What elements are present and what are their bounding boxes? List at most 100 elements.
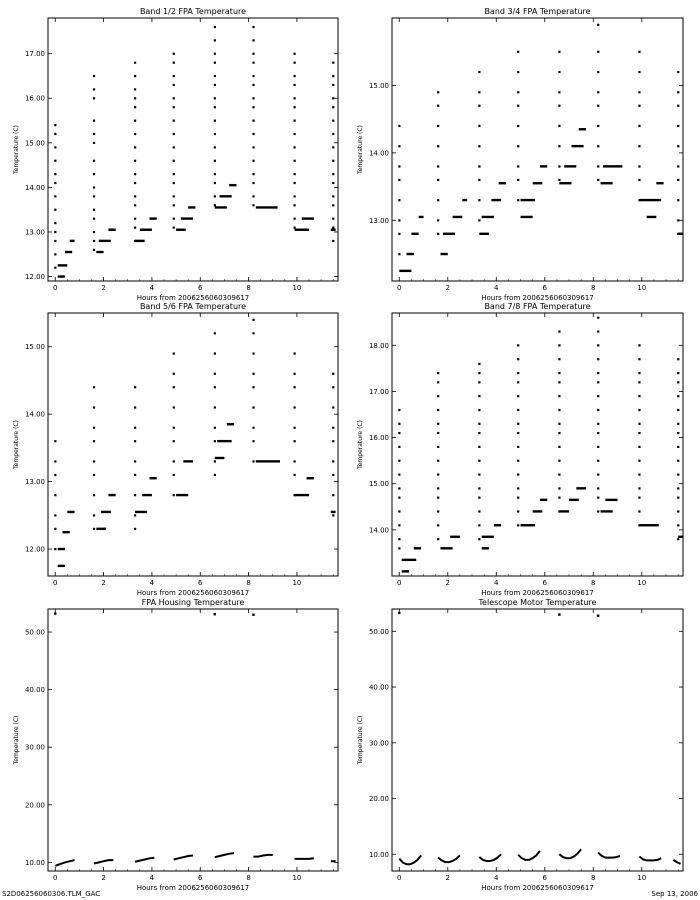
data-point — [293, 61, 296, 64]
data-point — [478, 473, 481, 476]
data-point — [517, 459, 520, 462]
data-run-segment — [226, 423, 235, 426]
data-point — [293, 74, 296, 78]
data-run-segment — [139, 228, 152, 231]
data-run-segment — [57, 547, 65, 551]
data-point — [677, 104, 680, 107]
data-point — [398, 124, 401, 128]
data-point — [134, 426, 137, 429]
data-point — [134, 195, 137, 198]
data-point — [252, 440, 255, 443]
data-point — [638, 70, 641, 74]
data-point — [597, 330, 600, 333]
data-point — [517, 371, 520, 375]
data-run-segment — [108, 493, 116, 497]
data-run-segment — [64, 250, 73, 254]
data-point — [293, 426, 296, 429]
series-line — [294, 857, 314, 860]
data-point — [134, 106, 137, 109]
data-point — [252, 181, 255, 185]
data-point — [638, 124, 641, 128]
data-point — [54, 527, 57, 530]
data-point — [252, 406, 255, 409]
y-tick-label: 14.00 — [25, 184, 45, 192]
data-point — [54, 253, 57, 256]
data-point — [172, 460, 175, 463]
data-point — [92, 426, 96, 429]
data-run-segment — [96, 527, 106, 530]
data-point — [293, 204, 296, 207]
data-point — [677, 422, 680, 425]
data-point — [478, 371, 481, 375]
data-run-segment — [678, 232, 683, 235]
y-tick-label: 10.00 — [369, 851, 389, 859]
data-point — [172, 97, 175, 100]
data-point — [478, 395, 481, 398]
data-point — [332, 195, 335, 198]
data-point — [54, 473, 57, 477]
data-point — [398, 165, 401, 168]
data-point — [478, 459, 481, 462]
data-point — [597, 459, 600, 462]
data-point — [332, 406, 335, 409]
x-tick-label: 2 — [446, 579, 450, 587]
data-point — [172, 217, 175, 220]
data-point — [332, 460, 335, 463]
data-point — [517, 50, 520, 53]
data-point — [597, 50, 600, 53]
data-point — [134, 440, 137, 443]
data-run-segment — [600, 510, 613, 513]
data-point — [478, 496, 481, 499]
data-marker — [398, 611, 401, 615]
data-point — [478, 422, 481, 425]
x-tick-label: 2 — [101, 284, 105, 292]
data-point — [293, 440, 296, 443]
data-run-segment — [462, 198, 468, 202]
data-point — [638, 496, 641, 499]
y-tick-label: 15.00 — [369, 480, 389, 488]
x-tick-label: 0 — [53, 284, 57, 292]
data-point — [213, 204, 216, 207]
data-point — [478, 104, 481, 107]
data-point — [54, 208, 57, 211]
data-point — [172, 386, 175, 389]
data-run-segment — [559, 510, 570, 513]
data-point — [252, 146, 255, 149]
data-run-segment — [520, 524, 536, 527]
data-run-segment — [57, 564, 65, 568]
data-point — [92, 460, 96, 463]
data-point — [92, 230, 96, 234]
data-point — [293, 181, 296, 185]
data-point — [478, 362, 481, 365]
data-point — [54, 173, 57, 176]
data-point — [293, 195, 296, 198]
data-run-segment — [576, 487, 586, 490]
y-tick-label: 13.00 — [25, 478, 45, 486]
data-run-segment — [569, 498, 579, 502]
data-point — [677, 145, 680, 148]
x-tick-label: 2 — [446, 874, 450, 882]
data-point — [677, 358, 680, 361]
data-point — [558, 395, 561, 398]
data-run-segment — [418, 215, 424, 219]
data-run-segment — [294, 228, 309, 231]
data-point — [677, 199, 680, 202]
data-point — [134, 460, 137, 463]
data-point — [478, 538, 481, 541]
data-point — [638, 408, 641, 412]
data-point — [638, 50, 641, 53]
data-point — [478, 91, 481, 94]
data-point — [558, 104, 561, 107]
data-point — [558, 178, 561, 182]
data-point — [597, 344, 600, 347]
data-point — [54, 266, 57, 269]
data-point — [293, 226, 296, 229]
data-point — [213, 97, 216, 100]
data-point — [172, 159, 175, 162]
series-line — [597, 851, 621, 859]
data-run-segment — [217, 439, 232, 443]
data-run-segment — [571, 144, 584, 148]
y-tick-label: 14.00 — [369, 526, 389, 534]
data-point — [332, 426, 335, 429]
data-point — [437, 538, 440, 541]
